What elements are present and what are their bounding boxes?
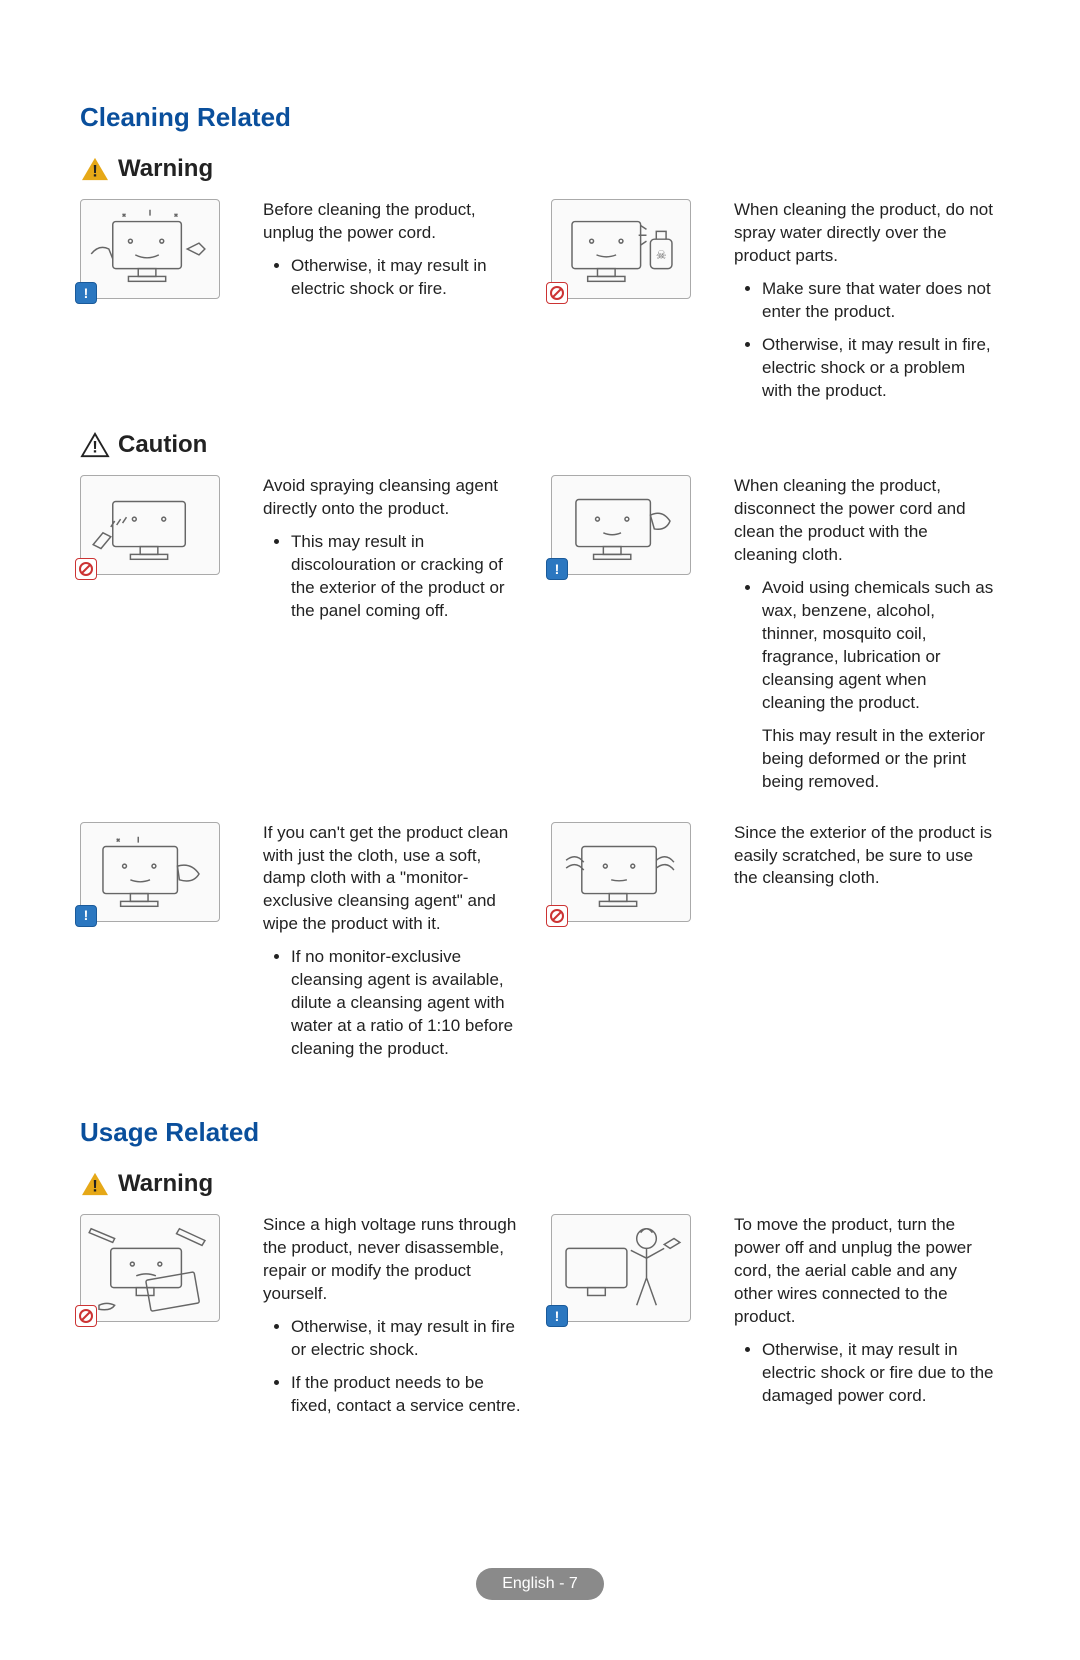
warning-triangle-icon: ! [80,1171,110,1197]
item-bullet: Otherwise, it may result in electric sho… [762,1339,994,1408]
item-text: When cleaning the product, disconnect th… [734,475,994,567]
text-block: If you can't get the product clean with … [263,822,523,1071]
cleaning-caution-grid: Avoid spraying cleansing agent directly … [80,475,1000,1071]
svg-text:!: ! [92,438,98,457]
illustration-unplug: ! [80,199,220,299]
illustration-spray-agent [80,475,220,575]
svg-text:!: ! [92,162,98,181]
section-title-cleaning: Cleaning Related [80,100,1000,135]
info-badge-icon: ! [546,558,568,580]
caution-label: Caution [118,429,207,461]
item-bullet: This may result in discolouration or cra… [291,531,523,623]
item-after-text: This may result in the exterior being de… [734,725,994,794]
section-title-usage: Usage Related [80,1115,1000,1150]
item-text: Avoid spraying cleansing agent directly … [263,475,523,521]
text-block: When cleaning the product, do not spray … [734,199,994,413]
illustration-clean-cloth: ! [551,475,691,575]
warning-heading-usage: ! Warning [80,1168,1000,1200]
item-bullet: Make sure that water does not enter the … [762,278,994,324]
text-block: When cleaning the product, disconnect th… [734,475,994,795]
page-footer: English - 7 [80,1568,1000,1600]
item-bullet: If the product needs to be fixed, contac… [291,1372,523,1418]
caution-triangle-icon: ! [80,432,110,458]
usage-warning-grid: Since a high voltage runs through the pr… [80,1214,1000,1428]
illustration-move-product: ! [551,1214,691,1322]
info-badge-icon: ! [75,282,97,304]
warning-label: Warning [118,1168,213,1200]
illustration-scratch-cloth [551,822,691,922]
illustration-no-spray-water: ☠ [551,199,691,299]
warning-triangle-icon: ! [80,156,110,182]
svg-text:!: ! [92,1177,98,1196]
svg-text:☠: ☠ [656,249,667,262]
warning-label: Warning [118,153,213,185]
page-number-pill: English - 7 [476,1568,604,1600]
item-bullet: Otherwise, it may result in fire, electr… [762,334,994,403]
item-text: To move the product, turn the power off … [734,1214,994,1329]
warning-heading-cleaning: ! Warning [80,153,1000,185]
prohibit-badge-icon [546,905,568,927]
item-text: If you can't get the product clean with … [263,822,523,937]
text-block: To move the product, turn the power off … [734,1214,994,1418]
item-bullet: Otherwise, it may result in fire or elec… [291,1316,523,1362]
cleaning-warning-grid: ! Before cleaning the product, unplug th… [80,199,1000,413]
item-bullet: If no monitor-exclusive cleansing agent … [291,946,523,1061]
text-block: Avoid spraying cleansing agent directly … [263,475,523,633]
item-bullet: Avoid using chemicals such as wax, benze… [762,577,994,715]
text-block: Since a high voltage runs through the pr… [263,1214,523,1428]
caution-heading-cleaning: ! Caution [80,429,1000,461]
prohibit-badge-icon [75,1305,97,1327]
illustration-damp-cloth: ! [80,822,220,922]
info-badge-icon: ! [546,1305,568,1327]
prohibit-badge-icon [546,282,568,304]
prohibit-badge-icon [75,558,97,580]
item-bullet: Otherwise, it may result in electric sho… [291,255,523,301]
item-text: Since the exterior of the product is eas… [734,822,994,891]
illustration-disassemble [80,1214,220,1322]
info-badge-icon: ! [75,905,97,927]
text-block: Since the exterior of the product is eas… [734,822,994,893]
item-text: Before cleaning the product, unplug the … [263,199,523,245]
text-block: Before cleaning the product, unplug the … [263,199,523,311]
item-text: Since a high voltage runs through the pr… [263,1214,523,1306]
item-text: When cleaning the product, do not spray … [734,199,994,268]
